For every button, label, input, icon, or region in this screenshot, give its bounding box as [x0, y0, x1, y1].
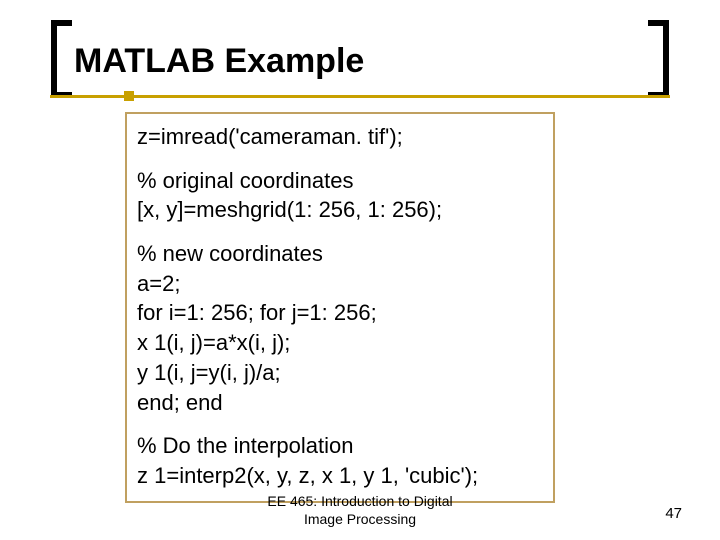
- code-line: [x, y]=meshgrid(1: 256, 1: 256);: [137, 195, 543, 225]
- bracket-right-icon: [646, 20, 670, 98]
- code-group-3: % new coordinates a=2; for i=1: 256; for…: [137, 239, 543, 417]
- code-line: % new coordinates: [137, 239, 543, 269]
- code-line: end; end: [137, 388, 543, 418]
- code-line: x 1(i, j)=a*x(i, j);: [137, 328, 543, 358]
- title-area: MATLAB Example: [50, 28, 670, 94]
- page-number: 47: [665, 505, 682, 522]
- code-line: a=2;: [137, 269, 543, 299]
- bracket-left-icon: [50, 20, 74, 98]
- code-line: % Do the interpolation: [137, 431, 543, 461]
- accent-square: [124, 91, 134, 101]
- code-line: z=imread('cameraman. tif');: [137, 122, 543, 152]
- footer: EE 465: Introduction to Digital Image Pr…: [0, 492, 720, 528]
- code-line: z 1=interp2(x, y, z, x 1, y 1, 'cubic');: [137, 461, 543, 491]
- title-underline: [50, 95, 670, 98]
- code-group-1: z=imread('cameraman. tif');: [137, 122, 543, 152]
- code-line: for i=1: 256; for j=1: 256;: [137, 298, 543, 328]
- code-box: z=imread('cameraman. tif'); % original c…: [125, 112, 555, 503]
- footer-line: EE 465: Introduction to Digital: [0, 492, 720, 510]
- code-group-2: % original coordinates [x, y]=meshgrid(1…: [137, 166, 543, 225]
- code-line: y 1(i, j=y(i, j)/a;: [137, 358, 543, 388]
- slide-title: MATLAB Example: [74, 42, 364, 81]
- code-group-4: % Do the interpolation z 1=interp2(x, y,…: [137, 431, 543, 490]
- footer-line: Image Processing: [0, 510, 720, 528]
- slide: MATLAB Example z=imread('cameraman. tif'…: [0, 0, 720, 540]
- code-line: % original coordinates: [137, 166, 543, 196]
